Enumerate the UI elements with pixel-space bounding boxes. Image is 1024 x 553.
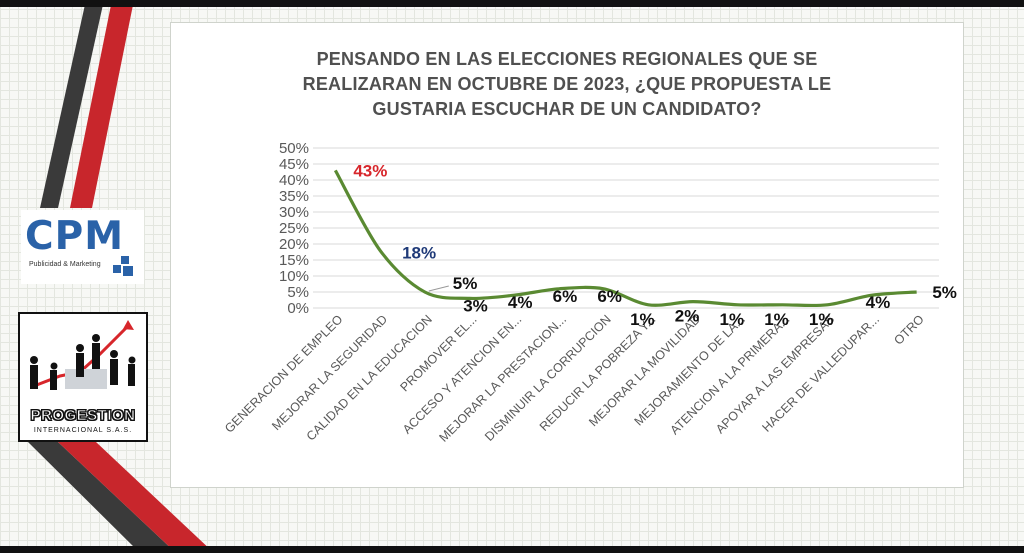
cpm-logo: CPM Publicidad & Marketing bbox=[21, 210, 144, 284]
y-tick-label: 30% bbox=[279, 204, 309, 221]
cpm-logo-mark-icon bbox=[113, 256, 133, 276]
y-tick-label: 40% bbox=[279, 172, 309, 189]
data-label: 43% bbox=[353, 161, 387, 180]
progestion-logo-sub: INTERNACIONAL S.A.S. bbox=[33, 427, 133, 434]
data-label: 1% bbox=[764, 310, 789, 329]
y-tick-label: 45% bbox=[279, 156, 309, 173]
data-label: 5% bbox=[932, 283, 957, 302]
chart-title-line-2: REALIZARAN EN OCTUBRE DE 2023, ¿QUE PROP… bbox=[302, 74, 832, 94]
y-tick-label: 25% bbox=[279, 220, 309, 237]
x-tick-label: PROMOVER EL... bbox=[398, 312, 480, 394]
data-label: 1% bbox=[719, 310, 744, 329]
cpm-logo-tagline: Publicidad & Marketing bbox=[29, 261, 101, 268]
chart-title-line-3: GUSTARIA ESCUCHAR DE UN CANDIDATO? bbox=[372, 99, 762, 119]
data-label: 4% bbox=[508, 293, 533, 312]
data-label: 18% bbox=[402, 243, 436, 262]
series-line bbox=[333, 169, 917, 308]
cpm-logo-name: CPM bbox=[25, 214, 125, 259]
line-chart: 0%5%10%15%20%25%30%35%40%45%50%GENERACIO… bbox=[222, 140, 957, 445]
data-label: 5% bbox=[453, 274, 478, 293]
data-label: 1% bbox=[809, 310, 834, 329]
business-people-icon bbox=[30, 320, 136, 390]
data-label: 1% bbox=[630, 310, 655, 329]
progestion-logo: PROGESTION INTERNACIONAL S.A.S. bbox=[18, 312, 148, 442]
data-label: 3% bbox=[463, 296, 488, 315]
leader-line bbox=[428, 285, 449, 292]
progestion-logo-name: PROGESTION bbox=[30, 407, 136, 425]
data-label: 4% bbox=[866, 293, 891, 312]
y-tick-label: 5% bbox=[287, 284, 309, 301]
x-tick-label: OTRO bbox=[891, 312, 927, 348]
data-label: 6% bbox=[597, 287, 622, 306]
y-tick-label: 20% bbox=[279, 236, 309, 253]
chart-title-line-1: PENSANDO EN LAS ELECCIONES REGIONALES QU… bbox=[316, 49, 818, 69]
data-label: 6% bbox=[553, 287, 578, 306]
y-tick-label: 10% bbox=[279, 268, 309, 285]
y-tick-label: 35% bbox=[279, 188, 309, 205]
y-tick-label: 50% bbox=[279, 140, 309, 157]
chart-card: PENSANDO EN LAS ELECCIONES REGIONALES QU… bbox=[170, 22, 964, 488]
y-tick-label: 0% bbox=[287, 300, 309, 317]
data-label: 2% bbox=[675, 307, 700, 326]
chart-title: PENSANDO EN LAS ELECCIONES REGIONALES QU… bbox=[171, 47, 963, 122]
y-tick-label: 15% bbox=[279, 252, 309, 269]
